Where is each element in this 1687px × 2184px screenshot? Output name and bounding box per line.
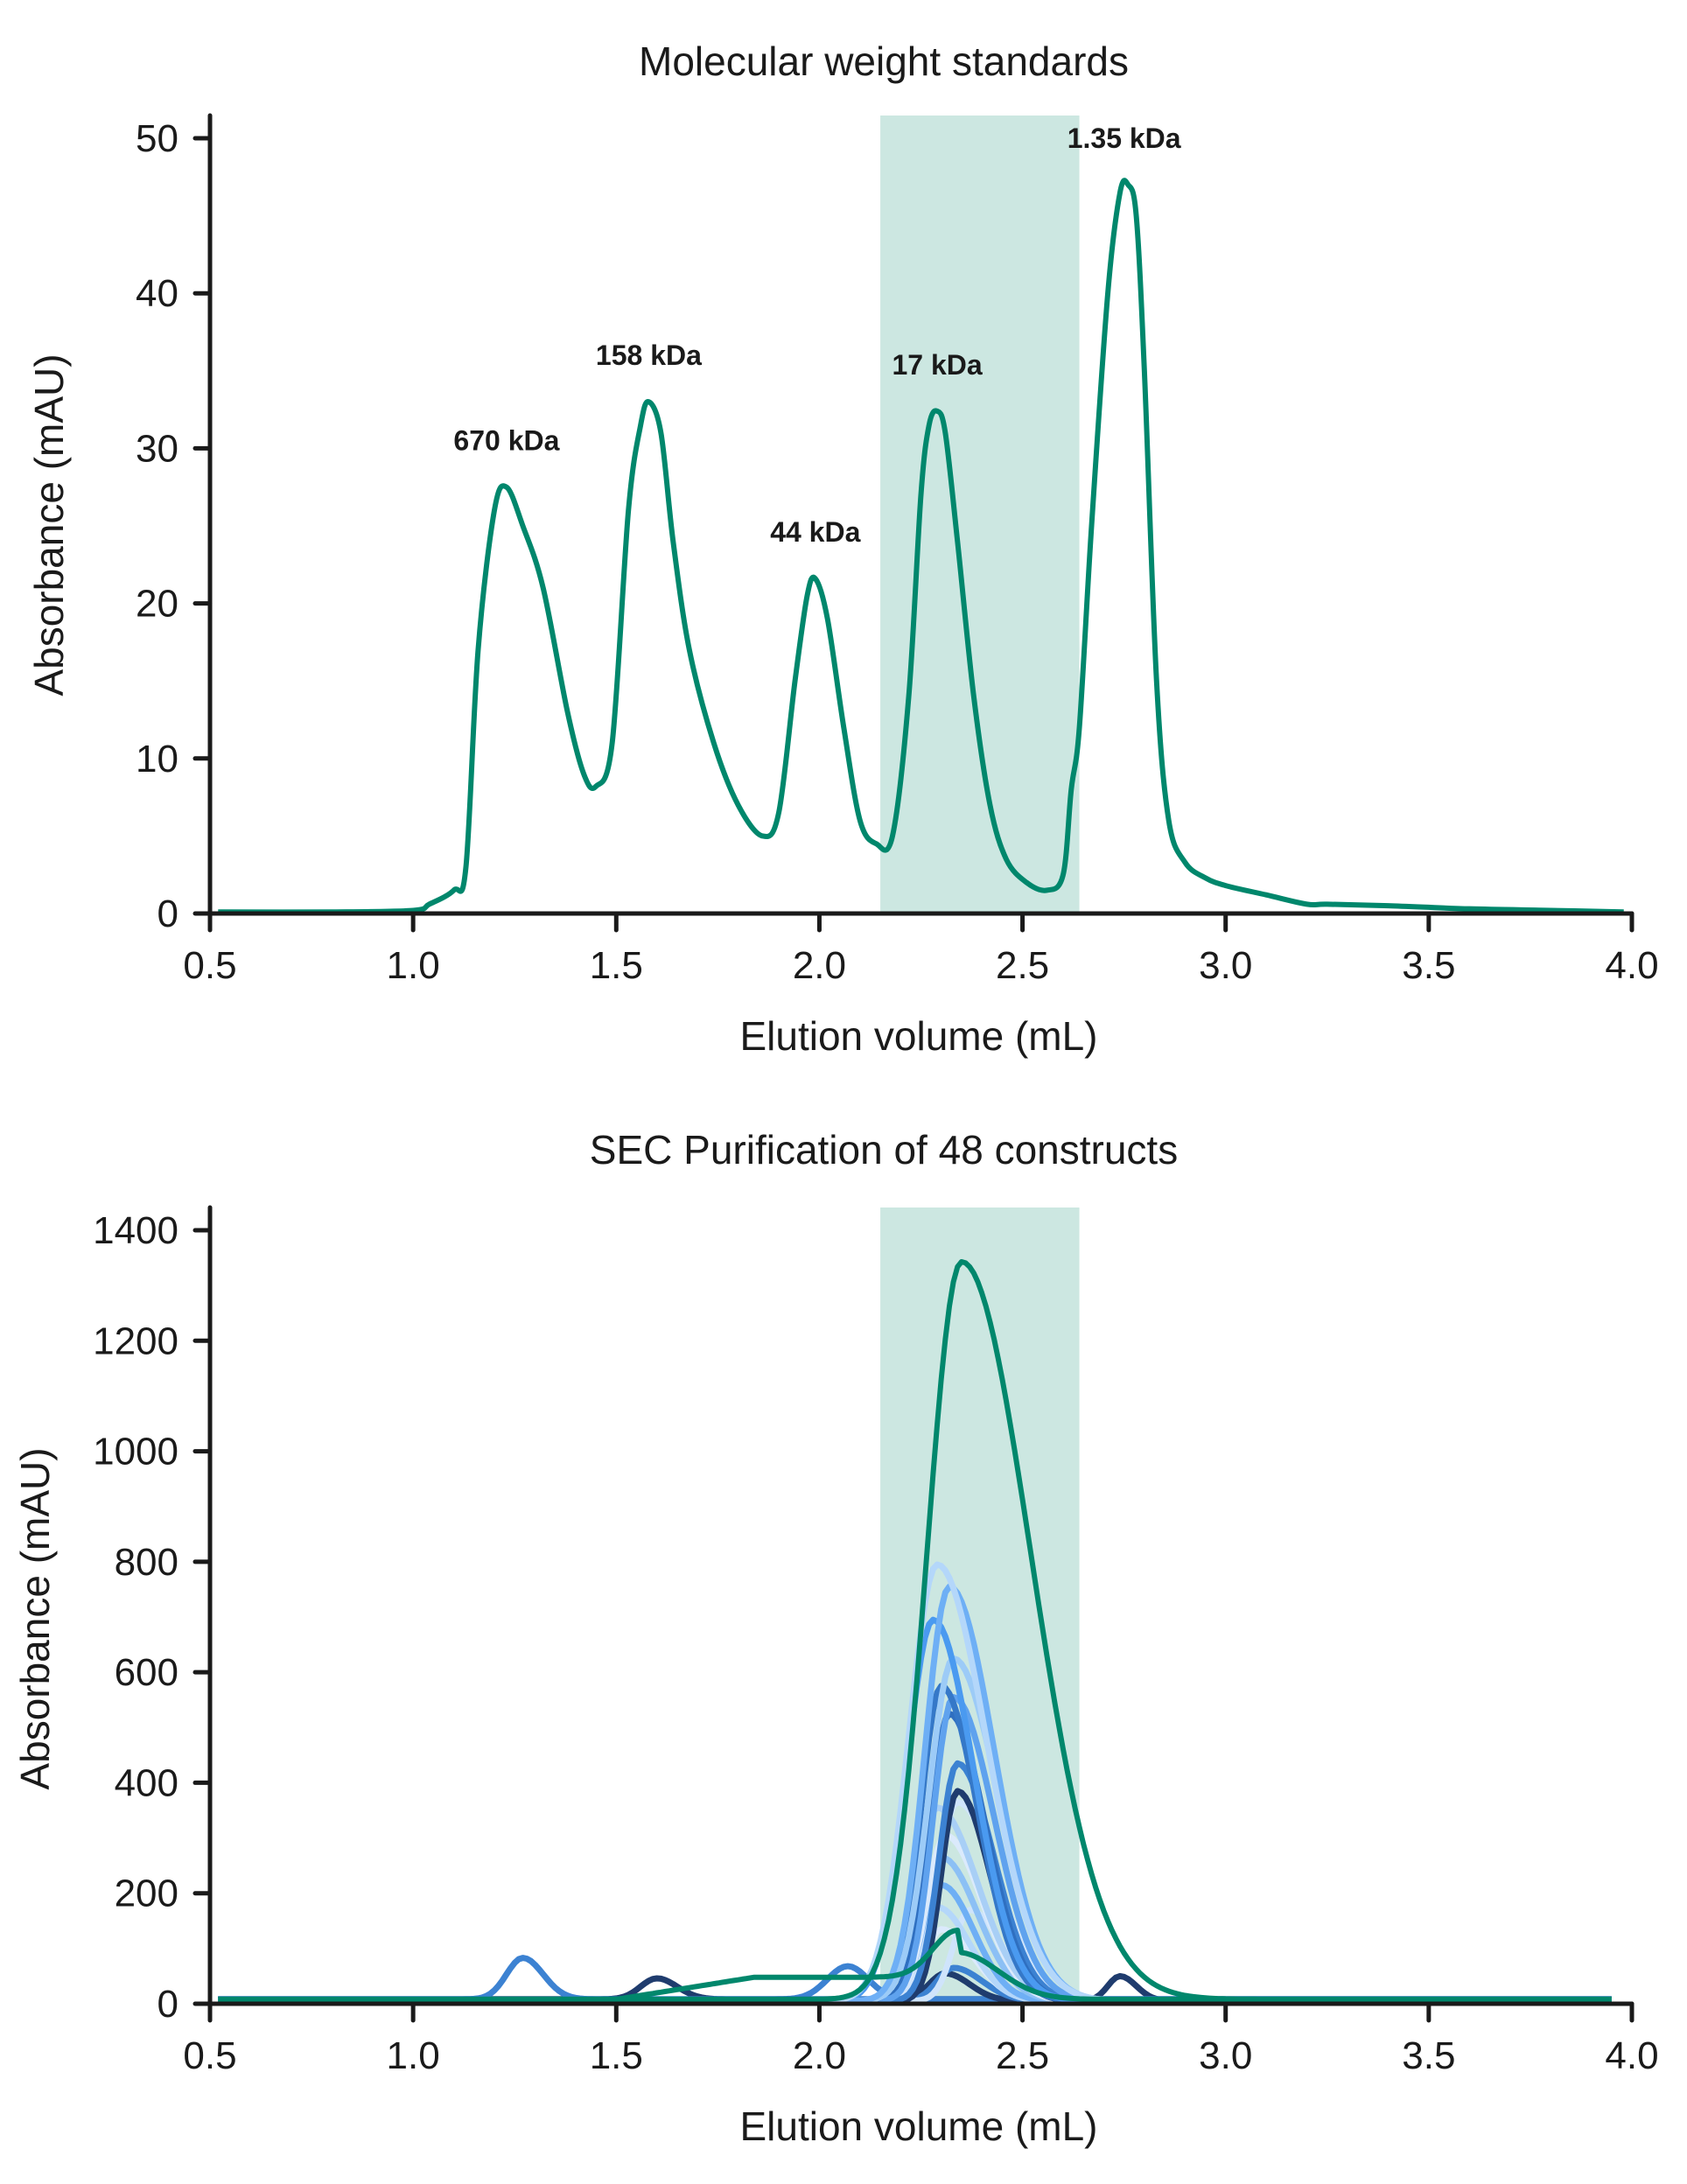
x-tick-label: 1.0 — [387, 944, 440, 987]
x-tick-label: 4.0 — [1605, 944, 1658, 987]
x-tick-label: 2.0 — [793, 944, 846, 987]
y-tick-label: 20 — [136, 583, 178, 626]
x-tick-label: 2.5 — [996, 2034, 1049, 2077]
chromatogram-lines — [218, 178, 1624, 915]
y-tick-label: 1200 — [93, 1320, 178, 1362]
axes: 0.5 1.0 1.5 2.0 2.5 3.0 3.5 4.0 0 200 400 600 800 100… — [93, 1205, 1659, 2077]
construct-trace — [218, 1259, 1612, 2002]
x-axis-label: Elution volume (mL) — [739, 2104, 1097, 2149]
y-tick-label: 0 — [158, 1983, 178, 2026]
peak-label: 44 kDa — [770, 516, 860, 548]
x-axis-label: Elution volume (mL) — [739, 1013, 1097, 1059]
chart-title: Molecular weight standards — [639, 38, 1129, 84]
x-tick-label: 0.5 — [183, 944, 236, 987]
y-tick-label: 0 — [158, 892, 178, 935]
x-tick-label: 4.0 — [1605, 2034, 1658, 2077]
peak-label: 670 kDa — [453, 425, 559, 457]
x-tick-label: 2.0 — [793, 2034, 846, 2077]
y-tick-label: 400 — [115, 1761, 178, 1804]
x-tick-label: 3.0 — [1199, 2034, 1252, 2077]
x-tick-label: 3.5 — [1402, 2034, 1455, 2077]
chromatogram-lines — [218, 1259, 1612, 2005]
y-tick-label: 1400 — [93, 1209, 178, 1252]
x-tick-label: 0.5 — [183, 2034, 236, 2077]
y-axis-label: Absorbance (mAU) — [26, 354, 72, 696]
peak-label: 17 kDa — [892, 349, 982, 381]
x-tick-label: 3.0 — [1199, 944, 1252, 987]
y-tick-label: 40 — [136, 272, 178, 315]
x-tick-label: 1.0 — [387, 2034, 440, 2077]
y-tick-label: 600 — [115, 1651, 178, 1694]
x-tick-label: 1.5 — [590, 944, 643, 987]
peak-labels: 670 kDa 158 kDa 44 kDa 17 kDa 1.35 kDa — [453, 122, 1180, 548]
y-tick-label: 10 — [136, 738, 178, 780]
y-tick-label: 50 — [136, 117, 178, 160]
chart-title: SEC Purification of 48 constructs — [590, 1127, 1178, 1172]
x-tick-label: 1.5 — [590, 2034, 643, 2077]
y-tick-label: 1000 — [93, 1431, 178, 1474]
peak-label: 1.35 kDa — [1068, 122, 1181, 154]
x-tick-label: 3.5 — [1402, 944, 1455, 987]
shaded-fraction-region — [880, 116, 1080, 914]
y-axis-label: Absorbance (mAU) — [12, 1447, 58, 1789]
y-tick-label: 200 — [115, 1872, 178, 1915]
y-tick-label: 30 — [136, 427, 178, 470]
y-tick-label: 800 — [115, 1541, 178, 1584]
standards-trace — [218, 178, 1624, 915]
sec-purification-chart: SEC Purification of 48 constructs 0.5 1.0… — [12, 1127, 1659, 2149]
molecular-weight-standards-chart: Molecular weight standards 670 kDa 158 kD… — [26, 38, 1659, 1059]
x-tick-label: 2.5 — [996, 944, 1049, 987]
axes: 0.5 1.0 1.5 2.0 2.5 3.0 3.5 4.0 0 10 20 30 40 50 — [136, 113, 1659, 987]
peak-label: 158 kDa — [596, 340, 702, 371]
